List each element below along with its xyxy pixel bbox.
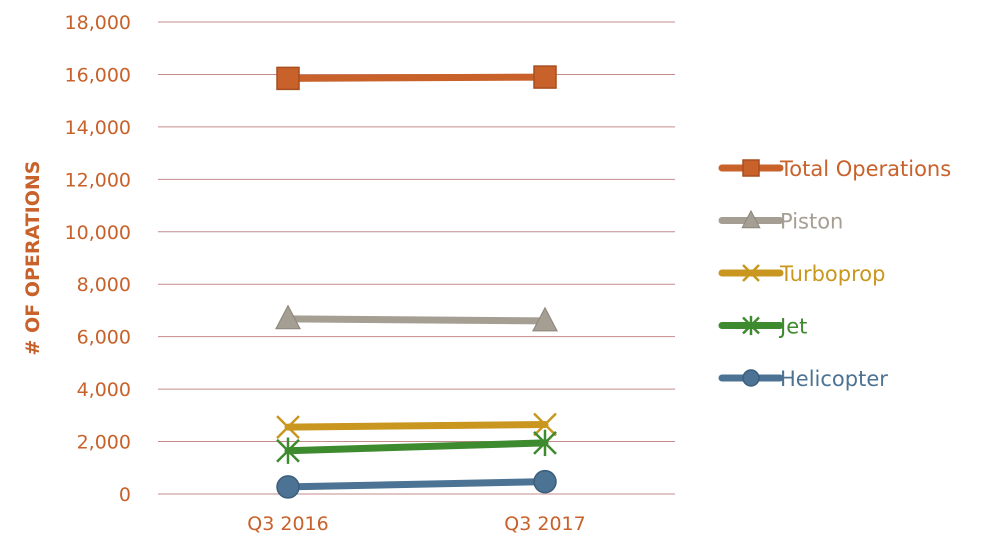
y-tick-label: 14,000	[65, 117, 131, 139]
y-tick-label: 10,000	[65, 222, 131, 244]
legend-item: Turboprop	[718, 262, 885, 286]
series-lines	[275, 65, 558, 499]
data-point-circle	[533, 469, 557, 494]
y-tick-label: 8,000	[77, 274, 131, 296]
legend-item: Helicopter	[718, 367, 888, 391]
x-tick-labels: Q3 2016 Q3 2017	[247, 513, 585, 535]
data-point-star	[533, 429, 557, 457]
series-turboprop	[276, 412, 557, 440]
data-point-x	[276, 415, 300, 440]
y-axis-title: # OF OPERATIONS	[22, 161, 44, 356]
series-line	[284, 315, 549, 325]
data-point-circle	[276, 475, 300, 499]
x-tick-label: Q3 2016	[247, 513, 328, 535]
y-tick-label: 16,000	[65, 64, 131, 86]
y-tick-label: 18,000	[65, 12, 131, 34]
legend-label: Piston	[780, 210, 843, 234]
series-line	[284, 478, 549, 491]
y-tick-label: 6,000	[77, 327, 131, 349]
legend-label: Total Operations	[779, 157, 951, 181]
series-line	[284, 421, 549, 431]
legend-marker-circle	[742, 369, 760, 387]
data-point-triangle	[275, 304, 301, 330]
legend-item: Jet	[718, 315, 807, 339]
series-piston	[275, 304, 558, 332]
series-line	[284, 73, 549, 82]
series-total-operations	[276, 65, 557, 91]
y-tick-label: 2,000	[77, 432, 131, 454]
legend-marker-x	[742, 264, 760, 282]
data-point-x	[533, 412, 557, 437]
x-tick-label: Q3 2017	[504, 513, 585, 535]
legend-marker-square	[742, 159, 760, 177]
y-tick-label: 0	[119, 484, 131, 506]
series-jet	[276, 429, 557, 464]
data-point-square	[533, 65, 557, 89]
y-tick-label: 4,000	[77, 379, 131, 401]
series-line	[284, 439, 549, 455]
legend-label: Jet	[778, 315, 807, 339]
data-point-triangle	[532, 306, 558, 332]
legend-item: Piston	[718, 209, 843, 234]
series-helicopter	[276, 469, 557, 499]
y-tick-labels: 0 2,000 4,000 6,000 8,000 10,000 12,000 14,000 1…	[65, 12, 131, 506]
data-point-star	[276, 437, 300, 464]
legend-label: Helicopter	[780, 367, 888, 391]
data-point-square	[276, 66, 300, 91]
legend-marker-triangle	[741, 209, 761, 229]
legend-item: Total Operations	[718, 157, 951, 181]
legend: Total Operations Piston Turboprop Jet Helico…	[718, 157, 951, 391]
legend-marker-star	[742, 315, 760, 336]
y-tick-label: 12,000	[65, 169, 131, 191]
legend-label: Turboprop	[779, 262, 885, 286]
